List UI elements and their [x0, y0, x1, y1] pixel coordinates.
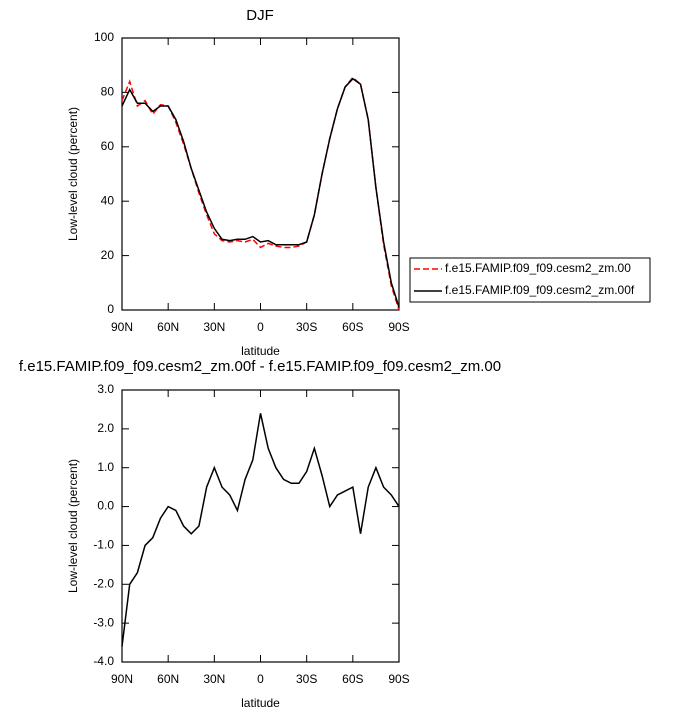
y-tick-label: 20 — [101, 248, 115, 262]
x-tick-label: 90N — [111, 320, 133, 334]
x-tick-label: 90S — [388, 672, 409, 686]
y-axis-label: Low-level cloud (percent) — [66, 107, 80, 241]
y-tick-label: 100 — [94, 30, 114, 44]
y-tick-label: -1.0 — [93, 538, 114, 552]
y-tick-label: 1.0 — [97, 460, 114, 474]
x-tick-label: 60S — [342, 320, 363, 334]
y-tick-label: 60 — [101, 139, 115, 153]
series-line — [121, 77, 400, 308]
series-line — [121, 76, 400, 311]
y-tick-label: 2.0 — [97, 421, 114, 435]
chart-title: f.e15.FAMIP.f09_f09.cesm2_zm.00f - f.e15… — [19, 358, 501, 375]
x-tick-label: 60S — [342, 672, 363, 686]
legend-label: f.e15.FAMIP.f09_f09.cesm2_zm.00f — [445, 283, 635, 297]
y-tick-label: -2.0 — [93, 576, 114, 590]
x-tick-label: 30N — [203, 320, 225, 334]
plot-frame — [121, 389, 400, 663]
x-tick-label: 30S — [296, 320, 317, 334]
legend-label: f.e15.FAMIP.f09_f09.cesm2_zm.00 — [445, 261, 631, 275]
y-tick-label: 0.0 — [97, 499, 114, 513]
plot-frame — [121, 37, 400, 311]
x-tick-label: 30S — [296, 672, 317, 686]
series-line — [121, 413, 400, 647]
x-tick-label: 0 — [257, 672, 264, 686]
x-tick-label: 90N — [111, 672, 133, 686]
x-tick-label: 0 — [257, 320, 264, 334]
x-axis-label: latitude — [241, 696, 280, 710]
y-tick-label: 40 — [101, 193, 115, 207]
y-axis-label: Low-level cloud (percent) — [66, 459, 80, 593]
legend-box — [409, 257, 651, 303]
y-tick-label: -4.0 — [93, 654, 114, 668]
x-tick-label: 60N — [157, 672, 179, 686]
x-tick-label: 60N — [157, 320, 179, 334]
chart-title: DJF — [246, 7, 274, 24]
y-tick-label: 3.0 — [97, 382, 114, 396]
y-tick-label: 80 — [101, 85, 115, 99]
y-tick-label: 0 — [107, 302, 114, 316]
y-tick-label: -3.0 — [93, 615, 114, 629]
x-axis-label: latitude — [241, 344, 280, 358]
x-tick-label: 90S — [388, 320, 409, 334]
x-tick-label: 30N — [203, 672, 225, 686]
